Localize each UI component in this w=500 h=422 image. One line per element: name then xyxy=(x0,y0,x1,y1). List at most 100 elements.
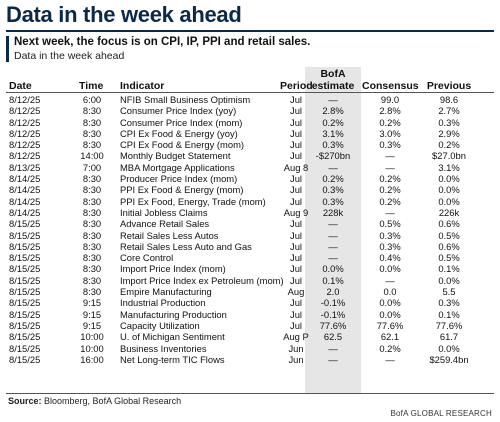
table-row: 8/15/25 8:30 Empire Manufacturing Aug 2.0 0.0… xyxy=(0,286,500,297)
cell-bofa-estimate: 2.8% xyxy=(322,105,344,117)
cell-date: 8/15/25 xyxy=(9,319,41,331)
cell-period: Jul xyxy=(290,150,302,162)
table-row: 8/15/25 8:30 Retail Sales Less Autos Jul — 0.… xyxy=(0,230,500,241)
cell-indicator: MBA Mortgage Applications xyxy=(120,161,235,173)
cell-time: 7:00 xyxy=(82,161,102,173)
cell-indicator: Capacity Utilization xyxy=(120,319,200,331)
subtitle-accent-bar xyxy=(6,36,9,62)
cell-consensus: 0.0% xyxy=(379,297,401,309)
cell-bofa-estimate: 228k xyxy=(322,206,344,218)
cell-bofa-estimate: -0.1% xyxy=(320,308,346,320)
cell-date: 8/12/25 xyxy=(9,94,41,105)
cell-bofa-estimate: 0.0% xyxy=(322,263,344,275)
table-row: 8/15/25 8:30 Retail Sales Less Auto and Ga… xyxy=(0,241,500,252)
cell-previous: 2.9% xyxy=(438,127,460,139)
cell-date: 8/13/25 xyxy=(9,161,41,173)
cell-bofa-estimate: 2.0 xyxy=(326,286,340,298)
cell-bofa-estimate: — xyxy=(328,229,338,241)
cell-date: 8/14/25 xyxy=(9,173,41,185)
cell-date: 8/12/25 xyxy=(9,116,41,128)
table-row: 8/14/25 8:30 PPI Ex Food, Energy, Trade (m… xyxy=(0,196,500,207)
cell-date: 8/14/25 xyxy=(9,195,41,207)
cell-date: 8/15/25 xyxy=(9,229,41,241)
cell-bofa-estimate: — xyxy=(328,94,338,105)
cell-consensus: — xyxy=(385,274,395,286)
cell-period: Jul xyxy=(290,173,302,185)
cell-period: Aug P xyxy=(283,331,309,343)
cell-period: Jul xyxy=(290,229,302,241)
cell-indicator: Monthly Budget Statement xyxy=(120,150,231,162)
cell-time: 9:15 xyxy=(82,319,102,331)
cell-consensus: 0.3% xyxy=(379,139,401,151)
table-row: 8/15/25 10:00 Business Inventories Jun — 0.2%… xyxy=(0,343,500,354)
cell-previous: 0.6% xyxy=(438,218,460,230)
bofa-estimate-column-shading xyxy=(305,67,361,393)
cell-time: 8:30 xyxy=(82,139,102,151)
cell-previous: 0.2% xyxy=(438,139,460,151)
cell-date: 8/14/25 xyxy=(9,206,41,218)
cell-previous: 0.5% xyxy=(438,229,460,241)
cell-indicator: Empire Manufacturing xyxy=(120,286,212,298)
cell-period: Jun xyxy=(288,353,304,365)
table-row: 8/15/25 16:00 Net Long-term TIC Flows Jun — —… xyxy=(0,354,500,365)
cell-period: Aug xyxy=(287,286,305,298)
cell-period: Jul xyxy=(290,218,302,230)
cell-bofa-estimate: — xyxy=(328,161,338,173)
column-header-period: Period xyxy=(280,80,313,92)
cell-consensus: 2.8% xyxy=(379,105,401,117)
cell-bofa-estimate: 0.2% xyxy=(322,116,344,128)
cell-time: 14:00 xyxy=(80,150,104,162)
table-row: 8/15/25 9:15 Manufacturing Production Jul -0… xyxy=(0,309,500,320)
cell-bofa-estimate: — xyxy=(328,252,338,264)
column-header-bofa-line1: BofA xyxy=(320,68,346,80)
cell-period: Jul xyxy=(290,105,302,117)
cell-consensus: — xyxy=(385,353,395,365)
cell-bofa-estimate: 0.2% xyxy=(322,173,344,185)
cell-indicator: Producer Price Index (mom) xyxy=(120,173,238,185)
table-row: 8/13/25 7:00 MBA Mortgage Applications Aug … xyxy=(0,162,500,173)
cell-time: 9:15 xyxy=(82,308,102,320)
source-note: Source: Bloomberg, BofA Global Research xyxy=(8,396,181,406)
table-body: 8/12/25 6:00 NFIB Small Business Optimism J… xyxy=(0,94,500,365)
cell-date: 8/15/25 xyxy=(9,274,41,286)
table-row: 8/15/25 10:00 U. of Michigan Sentiment Aug … xyxy=(0,331,500,342)
table-row: 8/15/25 8:30 Import Price Index ex Petrole… xyxy=(0,275,500,286)
cell-previous: $27.0bn xyxy=(432,150,466,162)
cell-previous: 0.0% xyxy=(438,173,460,185)
cell-consensus: 0.0% xyxy=(379,308,401,320)
cell-bofa-estimate: -0.1% xyxy=(320,297,346,309)
cell-time: 6:00 xyxy=(82,94,102,105)
cell-date: 8/12/25 xyxy=(9,105,41,117)
cell-consensus: 0.0 xyxy=(383,286,397,298)
cell-consensus: 62.1 xyxy=(380,331,400,343)
cell-time: 10:00 xyxy=(80,342,104,354)
cell-period: Jul xyxy=(290,240,302,252)
table-row: 8/12/25 6:00 NFIB Small Business Optimism J… xyxy=(0,94,500,105)
cell-period: Jul xyxy=(290,308,302,320)
cell-consensus: 77.6% xyxy=(376,319,404,331)
table-caption: Data in the week ahead xyxy=(14,50,125,62)
cell-consensus: 0.2% xyxy=(379,116,401,128)
table-row: 8/15/25 8:30 Advance Retail Sales Jul — 0.5% 0… xyxy=(0,218,500,229)
cell-bofa-estimate: -$270bn xyxy=(315,150,351,162)
cell-time: 16:00 xyxy=(80,353,104,365)
cell-date: 8/12/25 xyxy=(9,127,41,139)
cell-time: 8:30 xyxy=(82,263,102,275)
cell-consensus: — xyxy=(385,161,395,173)
cell-bofa-estimate: 77.6% xyxy=(319,319,347,331)
column-header-indicator: Indicator xyxy=(120,80,165,92)
column-header-time: Time xyxy=(79,80,104,92)
table-row: 8/14/25 8:30 Initial Jobless Claims Aug 9 22… xyxy=(0,207,500,218)
cell-period: Jul xyxy=(290,252,302,264)
table-row: 8/12/25 8:30 Consumer Price Index (yoy) Jul… xyxy=(0,105,500,116)
cell-consensus: 0.2% xyxy=(379,195,401,207)
cell-previous: $259.4bn xyxy=(429,353,469,365)
cell-indicator: CPI Ex Food & Energy (mom) xyxy=(120,139,244,151)
cell-consensus: 0.3% xyxy=(379,229,401,241)
cell-period: Jul xyxy=(290,184,302,196)
cell-consensus: 0.2% xyxy=(379,342,401,354)
cell-indicator: NFIB Small Business Optimism xyxy=(120,94,251,105)
cell-indicator: Retail Sales Less Auto and Gas xyxy=(120,240,252,252)
cell-bofa-estimate: 62.5 xyxy=(323,331,343,343)
table-row: 8/12/25 8:30 CPI Ex Food & Energy (yoy) Jul… xyxy=(0,128,500,139)
